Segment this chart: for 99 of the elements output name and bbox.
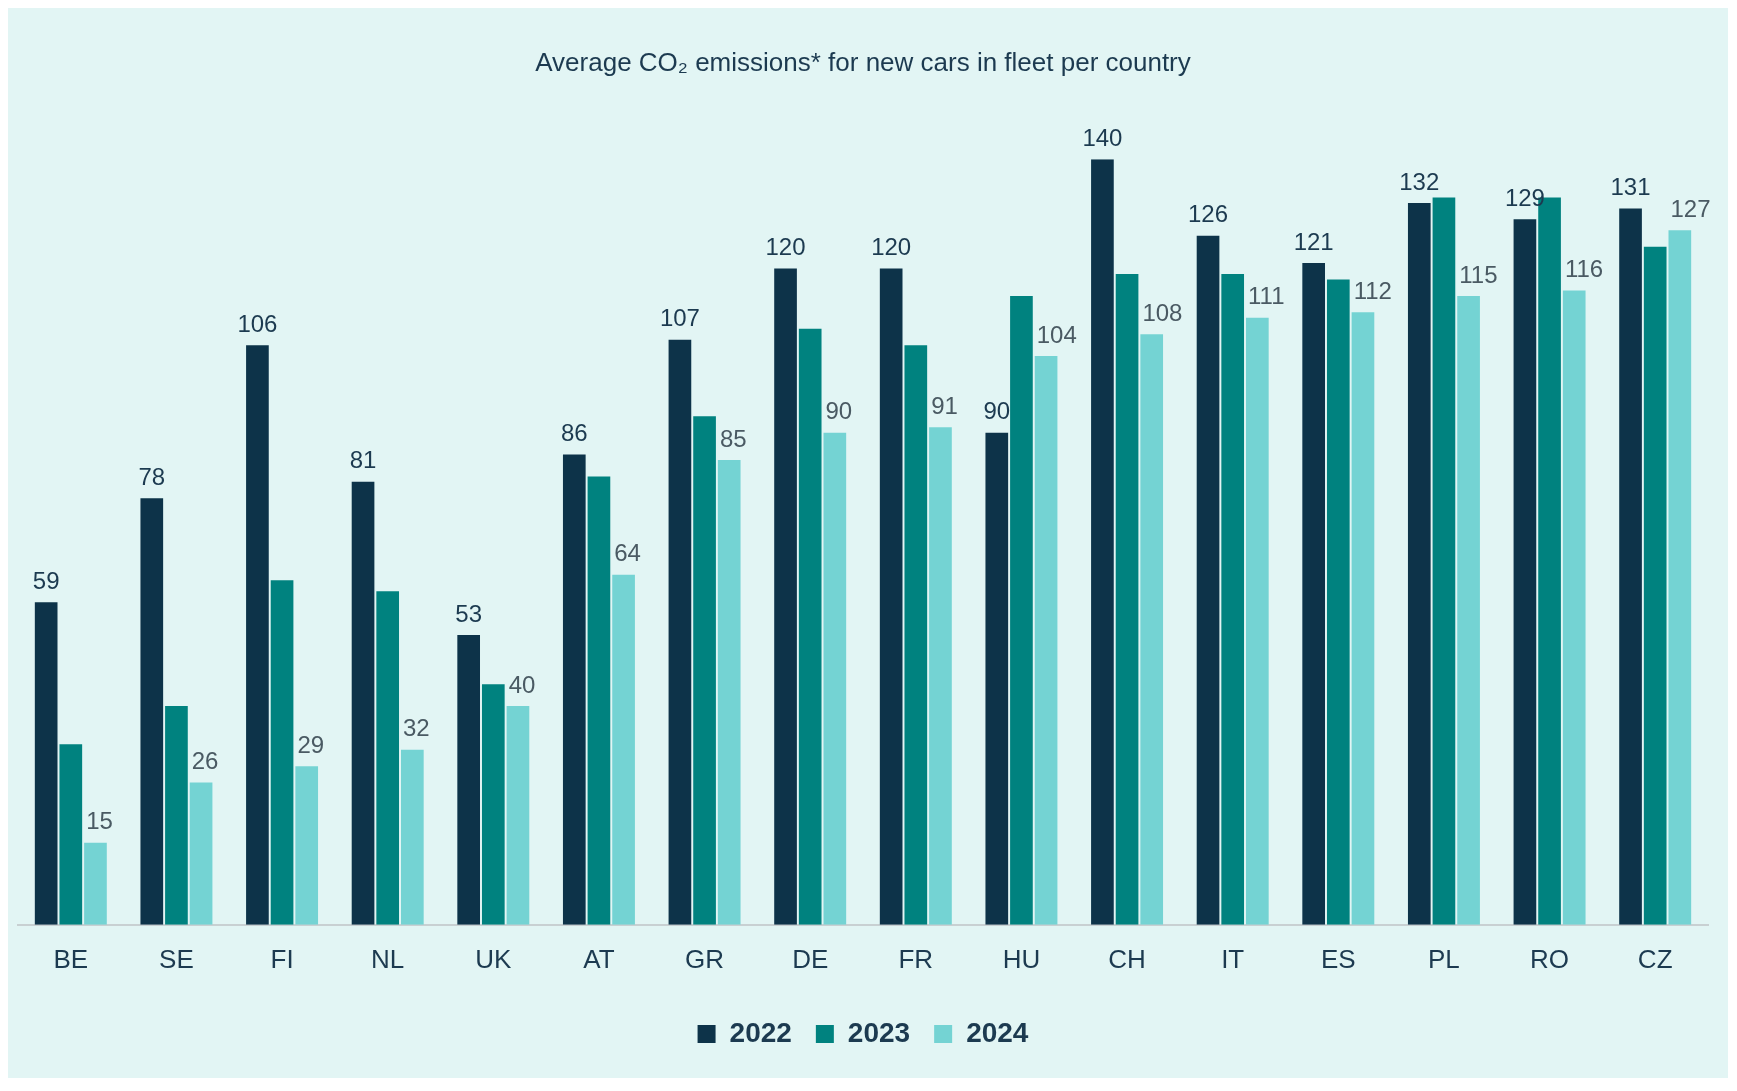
chart-title: Average CO₂ emissions* for new cars in fleet per country bbox=[535, 46, 1191, 77]
bar bbox=[1221, 274, 1245, 925]
data-label: 104 bbox=[1036, 320, 1077, 348]
bar bbox=[668, 339, 692, 925]
x-tick-label: DE bbox=[792, 943, 829, 974]
x-tick-label: CZ bbox=[1637, 943, 1673, 974]
bar bbox=[351, 481, 375, 925]
x-tick-label: ES bbox=[1320, 943, 1356, 974]
data-label: 115 bbox=[1459, 260, 1498, 288]
bar bbox=[1140, 334, 1164, 925]
bar bbox=[1010, 295, 1033, 925]
x-tick-label: UK bbox=[475, 943, 513, 974]
data-label: 59 bbox=[32, 566, 60, 594]
bar bbox=[1432, 197, 1456, 925]
x-tick-label: FR bbox=[898, 943, 934, 974]
data-label: 15 bbox=[86, 807, 113, 835]
data-label: 127 bbox=[1670, 194, 1711, 222]
data-label: 106 bbox=[237, 309, 278, 337]
x-tick-label: CH bbox=[1108, 943, 1146, 974]
bar bbox=[985, 432, 1009, 925]
bar bbox=[1034, 356, 1058, 925]
bar bbox=[1326, 279, 1350, 925]
data-label: 111 bbox=[1247, 282, 1285, 310]
legend-label: 2023 bbox=[847, 1016, 911, 1048]
bar bbox=[1643, 246, 1667, 925]
bar bbox=[562, 454, 586, 925]
bar bbox=[904, 345, 928, 925]
data-label: 120 bbox=[871, 233, 912, 261]
data-label: 112 bbox=[1353, 276, 1392, 304]
x-tick-label: PL bbox=[1428, 943, 1460, 974]
bar bbox=[376, 591, 400, 925]
bar bbox=[1668, 230, 1692, 925]
bar bbox=[1115, 274, 1139, 925]
legend-label: 2024 bbox=[966, 1016, 1029, 1048]
data-label: 64 bbox=[614, 539, 641, 567]
x-tick-label: IT bbox=[1221, 943, 1245, 974]
x-tick-label: BE bbox=[53, 943, 89, 974]
x-tick-label: GR bbox=[685, 943, 725, 974]
data-label: 29 bbox=[297, 730, 325, 758]
x-tick-label: AT bbox=[583, 943, 615, 974]
bar bbox=[1562, 290, 1586, 925]
data-label: 116 bbox=[1564, 255, 1604, 283]
bar bbox=[84, 842, 107, 925]
x-tick-label: HU bbox=[1002, 943, 1041, 974]
data-label: 132 bbox=[1399, 167, 1440, 195]
data-label: 91 bbox=[931, 391, 958, 419]
data-label: 26 bbox=[191, 747, 219, 775]
data-label: 40 bbox=[508, 670, 536, 698]
data-label: 140 bbox=[1082, 123, 1123, 151]
data-label: 86 bbox=[560, 419, 588, 447]
data-label: 81 bbox=[349, 446, 377, 474]
bar bbox=[481, 684, 505, 925]
data-label: 126 bbox=[1188, 200, 1229, 228]
bar bbox=[140, 498, 164, 925]
data-label: 121 bbox=[1293, 227, 1334, 255]
bar bbox=[246, 345, 269, 925]
bar bbox=[295, 766, 319, 925]
bar bbox=[1246, 317, 1269, 925]
bar bbox=[823, 432, 847, 925]
bar bbox=[506, 706, 530, 925]
data-label: 131 bbox=[1610, 173, 1651, 201]
data-label: 129 bbox=[1504, 183, 1545, 211]
bar bbox=[1196, 235, 1220, 925]
bar bbox=[587, 476, 611, 925]
bar bbox=[1351, 312, 1375, 925]
data-label: 85 bbox=[719, 424, 747, 452]
bar bbox=[34, 602, 58, 925]
legend-label: 2022 bbox=[729, 1016, 792, 1048]
data-label: 53 bbox=[455, 599, 483, 627]
bar bbox=[693, 416, 716, 925]
bar bbox=[774, 268, 797, 925]
bar bbox=[457, 634, 480, 925]
bar bbox=[401, 749, 424, 925]
data-label: 78 bbox=[138, 462, 166, 490]
x-tick-label: RO bbox=[1530, 943, 1570, 974]
data-label: 120 bbox=[765, 233, 806, 261]
data-label: 107 bbox=[659, 304, 700, 332]
bar bbox=[270, 580, 294, 925]
bar bbox=[929, 427, 952, 925]
data-label: 108 bbox=[1142, 298, 1183, 326]
bar bbox=[612, 574, 635, 925]
data-label: 90 bbox=[983, 397, 1011, 425]
bar bbox=[1302, 263, 1325, 925]
x-tick-label: SE bbox=[159, 943, 194, 974]
bar bbox=[59, 744, 83, 925]
data-label: 90 bbox=[825, 397, 853, 425]
bar bbox=[1407, 202, 1431, 925]
bar bbox=[879, 268, 903, 925]
bar bbox=[1091, 159, 1114, 925]
bar bbox=[165, 706, 188, 925]
bar bbox=[189, 782, 213, 925]
bar bbox=[1619, 208, 1642, 925]
bar bbox=[1457, 295, 1480, 925]
x-tick-label: FI bbox=[270, 943, 294, 974]
x-tick-label: NL bbox=[371, 943, 405, 974]
bar bbox=[798, 328, 822, 925]
data-label: 32 bbox=[402, 714, 430, 742]
bar bbox=[1513, 219, 1537, 925]
bar bbox=[717, 459, 741, 925]
